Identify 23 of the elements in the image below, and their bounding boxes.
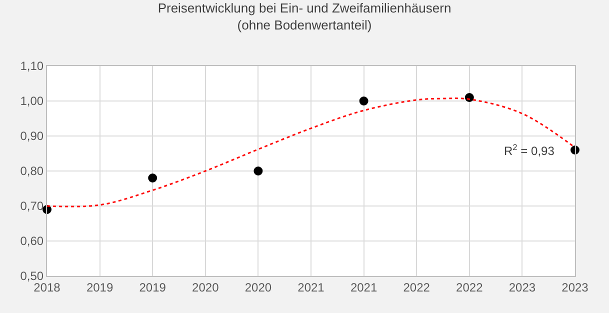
annotation: R$^{2}$ = 0,93 xyxy=(504,142,555,158)
x-tick-label: 2019 xyxy=(139,280,166,294)
y-tick-label: 0,70 xyxy=(20,199,44,214)
x-tick-label: 2020 xyxy=(244,280,272,294)
point xyxy=(464,93,474,102)
x-tick-label: 2021 xyxy=(350,280,378,294)
x-tick-label: 2023 xyxy=(508,280,536,294)
x-tick-label: 2022 xyxy=(456,280,484,294)
x-tick-label: 2020 xyxy=(192,280,220,294)
x-tick-label: 2022 xyxy=(403,280,430,294)
x-tick-label: 2021 xyxy=(298,280,325,294)
y-tick-label: 0,80 xyxy=(20,164,44,178)
chart-subtitle: (ohne Bodenwertanteil) xyxy=(237,17,372,32)
y-tick-label: 0,90 xyxy=(20,129,44,144)
point xyxy=(148,174,158,182)
y-tick-label: 0,60 xyxy=(20,234,44,248)
x-tick-label: 2019 xyxy=(86,280,114,294)
point xyxy=(359,96,368,106)
chart-title: Preisentwicklung bei Ein- und Zweifamilienhäusern xyxy=(158,0,452,16)
y-tick-label: 1,00 xyxy=(20,94,44,108)
x-tick-label: 2023 xyxy=(562,280,589,294)
point xyxy=(254,166,263,176)
y-tick-label: 1,10 xyxy=(20,59,44,74)
